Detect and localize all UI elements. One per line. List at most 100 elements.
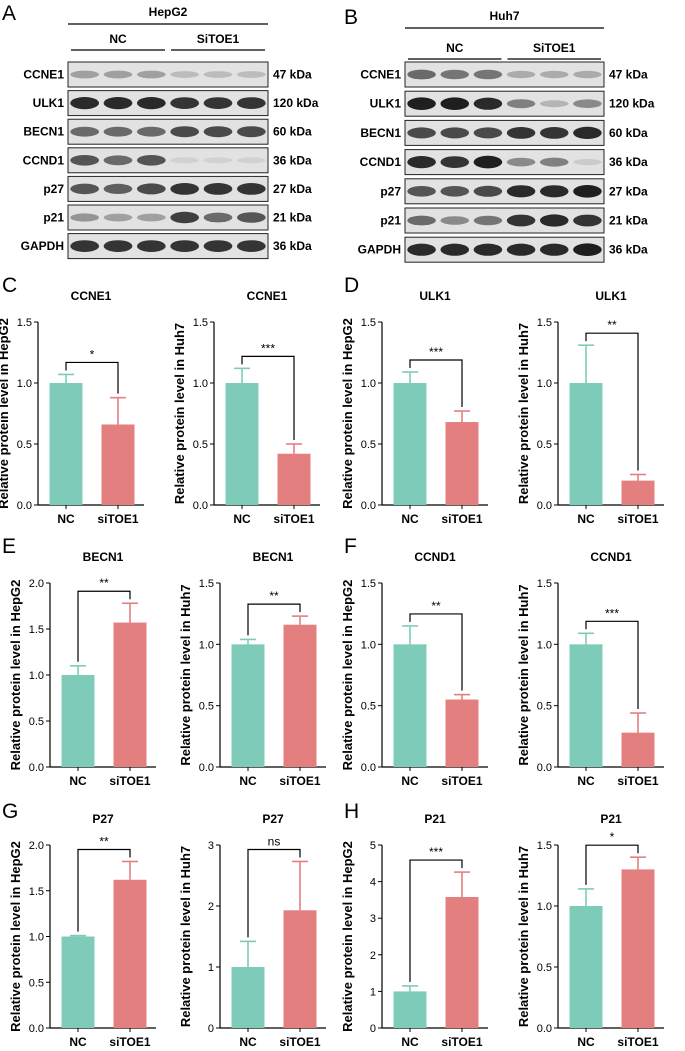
blot-size-label: 36 kDa: [609, 243, 648, 257]
chart-y-tick-label: 0.0: [199, 762, 214, 774]
chart-bar: [569, 906, 603, 1028]
panel-label-e: E: [2, 535, 16, 558]
blot-size-label: 47 kDa: [609, 68, 648, 82]
chart-bar: [231, 967, 265, 1028]
blot-band: [473, 69, 503, 80]
chart-category-label: NC: [57, 512, 75, 526]
chart-y-tick-label: 1.5: [29, 624, 44, 636]
blot-band: [237, 126, 266, 138]
blot-size-label: 21 kDa: [609, 214, 648, 228]
chart-y-axis-label: Relative protein level in Huh7: [178, 846, 193, 1027]
blot-protein-label: BECN1: [23, 125, 64, 139]
chart-d-2: ULK1 Relative protein level in HepG2 0.0 0.…: [340, 289, 488, 526]
blot-band: [70, 97, 99, 110]
chart-significance-label: *: [610, 830, 615, 844]
chart-bar: [101, 424, 135, 505]
blot-group-label: NC: [446, 41, 464, 55]
blot-protein-label: CCND1: [360, 155, 402, 169]
chart-y-tick-label: 0.5: [29, 977, 44, 989]
chart-title: CCNE1: [247, 289, 288, 303]
blot-band: [203, 126, 233, 138]
blot-strip: [404, 236, 605, 263]
blot-band: [137, 97, 166, 110]
blot-size-label: 120 kDa: [609, 97, 655, 111]
blot-band: [203, 157, 233, 164]
blot-group-label: SiTOE1: [533, 41, 576, 55]
chart-y-tick-label: 0.0: [537, 1023, 552, 1035]
blot-band: [70, 155, 99, 166]
panel-label-h: H: [344, 800, 359, 823]
blot-band: [440, 69, 470, 80]
chart-y-tick-label: 0.5: [537, 962, 552, 974]
blot-size-label: 21 kDa: [273, 211, 312, 225]
chart-bar: [283, 910, 317, 1028]
blot-band: [170, 126, 200, 138]
blot-strip: [404, 207, 605, 234]
chart-c-0: CCNE1 Relative protein level in HepG2 0.0 0…: [0, 289, 144, 526]
chart-category-label: NC: [401, 774, 419, 788]
blot-protein-label: p27: [380, 184, 401, 198]
blot-band: [137, 213, 166, 222]
chart-h-11: P21 Relative protein level in Huh7 0.0 0.5 1…: [516, 812, 664, 1049]
blot-strip: [404, 119, 605, 146]
chart-category-label: NC: [577, 512, 595, 526]
chart-y-axis-label: Relative protein level in Huh7: [516, 846, 531, 1027]
blot-protein-label: p21: [380, 214, 401, 228]
chart-bar: [393, 383, 427, 505]
blot-band: [237, 97, 266, 109]
chart-y-tick-label: 1.5: [193, 317, 208, 329]
chart-significance-bracket: [77, 590, 131, 662]
blot-band: [440, 97, 470, 110]
blot-band: [103, 70, 133, 79]
blot-band: [203, 183, 233, 195]
blot-band: [539, 185, 569, 198]
chart-y-tick-label: 1.0: [17, 378, 32, 390]
chart-category-label: NC: [239, 774, 257, 788]
chart-bar: [49, 383, 83, 505]
chart-y-tick-label: 5: [370, 840, 376, 852]
blot-protein-label: CCNE1: [360, 68, 401, 82]
blot-band: [137, 155, 166, 166]
chart-bar: [61, 675, 95, 767]
chart-bar: [569, 644, 603, 767]
chart-category-label: siTOE1: [273, 512, 314, 526]
blot-group-label: SiTOE1: [197, 32, 240, 46]
chart-significance-bracket: [65, 361, 119, 394]
chart-category-label: NC: [401, 512, 419, 526]
chart-bar: [393, 644, 427, 767]
chart-y-tick-label: 2.0: [29, 840, 44, 852]
blot-band: [237, 71, 266, 78]
chart-title: ULK1: [595, 289, 627, 303]
chart-significance-label: **: [431, 599, 441, 613]
chart-y-tick-label: 0: [370, 1023, 376, 1035]
blot-band: [473, 155, 503, 169]
blot-band: [203, 240, 233, 253]
chart-y-tick-label: 0.0: [193, 500, 208, 512]
chart-g-9: P27 Relative protein level in Huh7 0 1 2 3 NC s…: [178, 812, 326, 1049]
blot-band: [440, 243, 470, 256]
blot-band: [70, 213, 99, 222]
chart-category-label: siTOE1: [109, 774, 150, 788]
blot-band: [506, 243, 536, 256]
blot-band: [70, 183, 99, 195]
blot-band: [407, 127, 436, 139]
blot-band: [137, 70, 166, 79]
blot-band: [506, 126, 536, 139]
chart-y-tick-label: 1.0: [29, 932, 44, 944]
blot-strip: [67, 90, 269, 117]
chart-y-tick-label: 1.5: [537, 317, 552, 329]
chart-y-tick-label: 1.5: [361, 317, 376, 329]
chart-y-tick-label: 1.0: [193, 378, 208, 390]
blot-band: [573, 185, 602, 198]
chart-y-tick-label: 1.0: [537, 639, 552, 651]
chart-bar: [569, 383, 603, 505]
chart-y-tick-label: 1: [370, 986, 376, 998]
blot-band: [170, 157, 200, 164]
chart-category-label: siTOE1: [441, 1035, 482, 1049]
chart-bar: [621, 732, 655, 767]
blot-band: [440, 156, 470, 169]
panel-label-f: F: [344, 535, 357, 558]
blot-protein-label: p21: [43, 211, 64, 225]
blot-band: [440, 127, 470, 139]
chart-g-8: P27 Relative protein level in HepG2 0.0 0.5…: [8, 812, 156, 1049]
